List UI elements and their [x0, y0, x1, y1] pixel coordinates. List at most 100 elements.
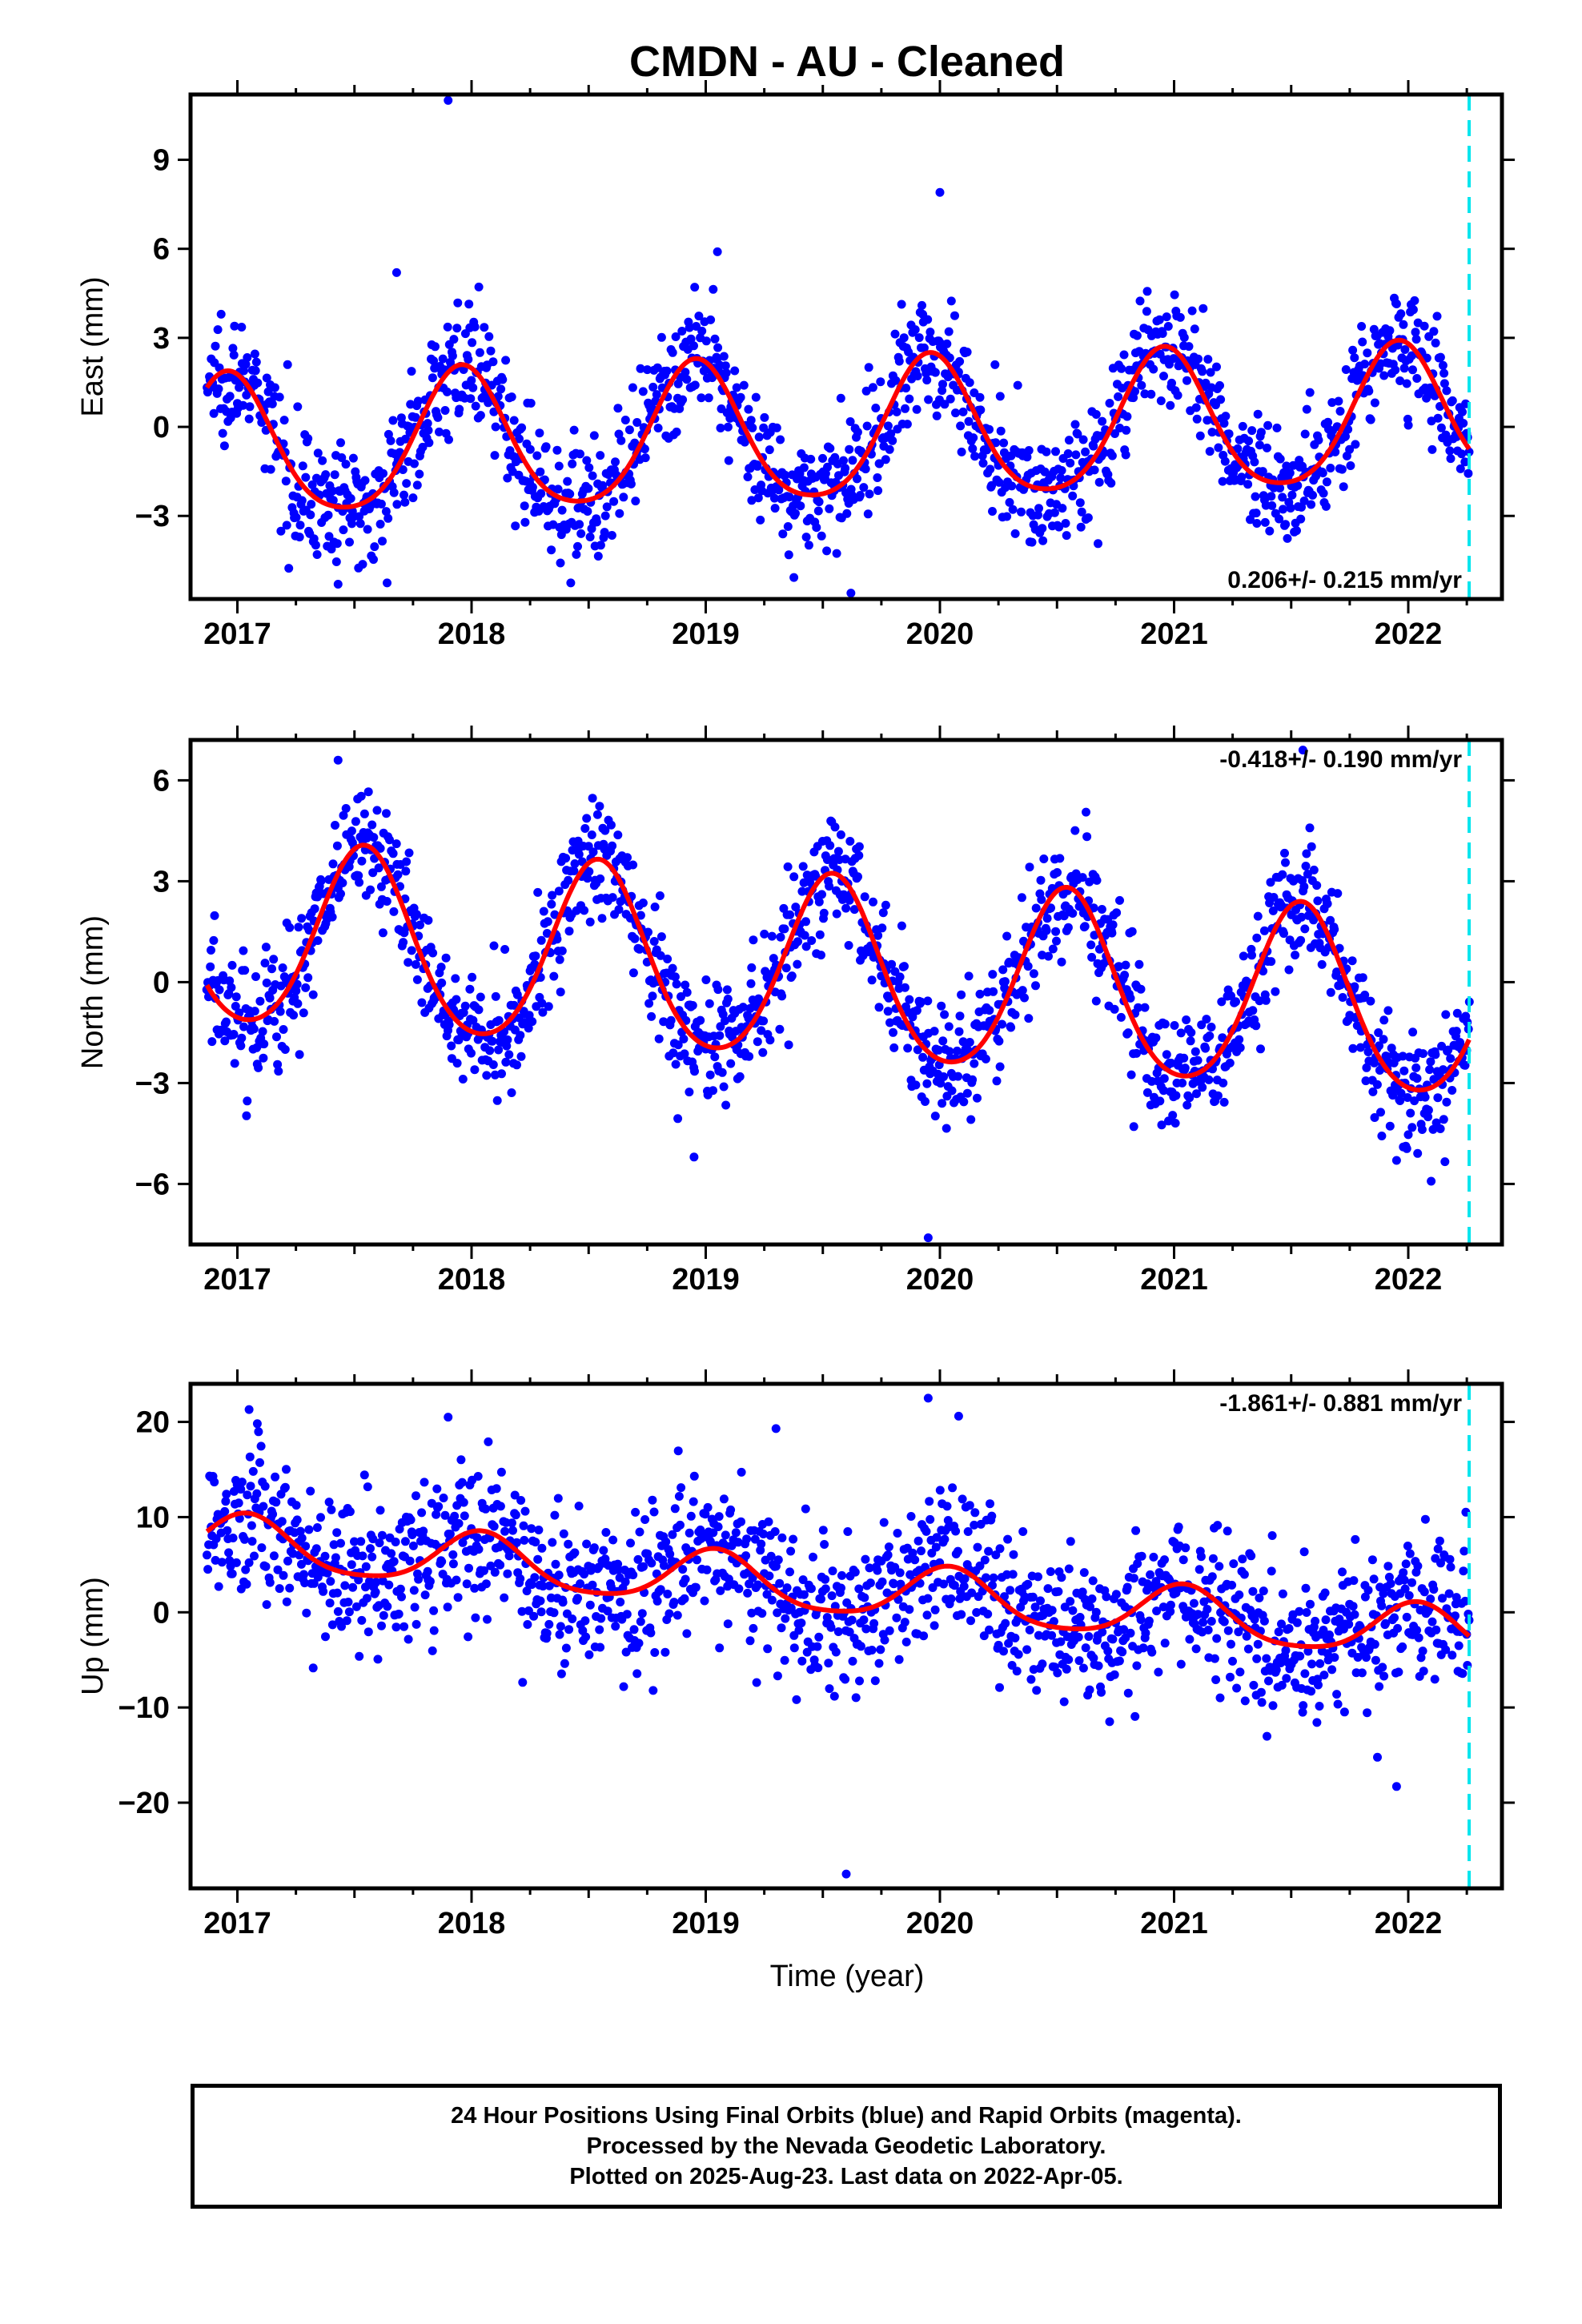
data-point — [1030, 1602, 1040, 1612]
data-point — [1330, 1653, 1339, 1663]
data-point — [995, 1062, 1005, 1072]
data-point — [355, 519, 365, 529]
data-point — [429, 1626, 439, 1635]
data-point — [1107, 928, 1117, 938]
data-point — [1423, 1112, 1433, 1122]
data-point — [282, 1465, 291, 1474]
data-point — [1333, 1699, 1343, 1709]
data-point — [476, 411, 485, 420]
data-point — [1207, 1023, 1216, 1031]
data-point — [538, 1582, 548, 1591]
data-point — [560, 1659, 569, 1668]
data-point — [344, 1607, 354, 1617]
data-point — [697, 393, 706, 403]
data-point — [889, 1027, 897, 1037]
data-point — [517, 1606, 527, 1616]
data-point — [436, 963, 446, 972]
data-point — [1159, 372, 1168, 381]
data-point — [404, 1634, 413, 1644]
data-point — [1307, 1687, 1316, 1696]
data-point — [1412, 374, 1422, 383]
data-point — [548, 1538, 557, 1547]
data-point — [940, 1534, 950, 1544]
data-point — [457, 1478, 467, 1487]
data-point — [944, 1022, 954, 1031]
data-point — [884, 1542, 893, 1552]
data-point — [460, 1001, 470, 1011]
data-point — [301, 472, 311, 482]
data-point — [1232, 1683, 1242, 1693]
outlier-point — [923, 1393, 933, 1403]
data-point — [516, 1496, 526, 1505]
data-point — [602, 502, 612, 512]
data-point — [326, 1577, 335, 1586]
data-point — [825, 444, 835, 453]
data-point — [1151, 1033, 1161, 1043]
data-point — [862, 421, 872, 431]
data-point — [423, 419, 432, 428]
data-point — [982, 1573, 990, 1582]
data-point — [1457, 449, 1467, 459]
data-point — [1460, 1060, 1470, 1070]
data-point — [524, 1023, 533, 1033]
data-point — [1077, 507, 1086, 517]
data-point — [1275, 484, 1285, 493]
data-point — [599, 1546, 608, 1555]
data-point — [227, 1569, 237, 1578]
data-point — [1255, 996, 1264, 1006]
data-point — [1231, 997, 1240, 1007]
data-point — [269, 955, 279, 964]
data-point — [525, 444, 535, 454]
data-point — [1275, 454, 1285, 464]
data-point — [456, 1455, 466, 1465]
data-point — [311, 1544, 321, 1554]
data-point — [770, 504, 780, 513]
footer-line-3: Plotted on 2025-Aug-23. Last data on 202… — [569, 2164, 1123, 2189]
data-point — [691, 1582, 701, 1592]
data-point — [749, 935, 758, 945]
data-point — [817, 531, 826, 541]
data-point — [265, 993, 275, 1003]
data-point — [1076, 522, 1086, 532]
data-point — [324, 1498, 334, 1507]
data-point — [1243, 480, 1253, 489]
x-tick-label: 2022 — [1375, 1263, 1443, 1297]
data-point — [438, 354, 448, 364]
data-point — [1439, 368, 1449, 378]
data-point — [885, 444, 894, 454]
data-point — [443, 322, 452, 332]
data-point — [1134, 959, 1144, 969]
data-point — [358, 1551, 367, 1561]
data-point — [1184, 342, 1194, 352]
data-point — [568, 1614, 577, 1623]
data-point — [700, 1596, 709, 1606]
data-point — [308, 990, 318, 999]
data-point — [1092, 875, 1102, 885]
data-point — [473, 1472, 483, 1481]
data-point — [203, 1565, 213, 1574]
data-point — [1227, 991, 1235, 1000]
data-point — [995, 1544, 1005, 1554]
data-point — [1344, 1619, 1354, 1629]
data-point — [921, 1097, 930, 1106]
data-point — [533, 887, 543, 897]
data-point — [1182, 376, 1191, 385]
data-point — [1056, 1637, 1066, 1647]
data-point — [347, 519, 356, 529]
data-point — [822, 1613, 832, 1622]
data-point — [806, 1584, 816, 1594]
data-point — [1279, 505, 1287, 514]
data-point — [485, 1046, 495, 1055]
data-point — [316, 1513, 325, 1522]
data-point — [646, 1628, 656, 1638]
data-point — [324, 532, 334, 541]
data-point — [853, 474, 861, 484]
data-point — [777, 1623, 786, 1633]
data-point — [410, 1602, 420, 1612]
data-point — [244, 414, 254, 424]
data-point — [282, 521, 291, 530]
data-point — [1357, 322, 1367, 331]
data-point — [608, 841, 617, 850]
data-point — [654, 1034, 664, 1043]
data-point — [650, 1648, 660, 1657]
